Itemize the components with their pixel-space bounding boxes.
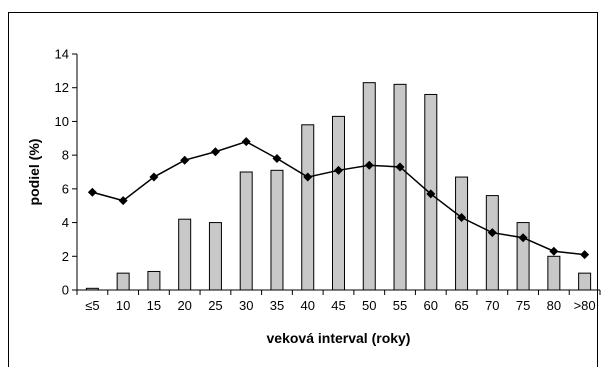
x-tick-label: 30	[239, 298, 253, 313]
bar	[393, 83, 407, 291]
line-point	[272, 154, 282, 164]
y-tick-label: 0	[62, 283, 69, 298]
bar	[301, 124, 315, 291]
line-point	[118, 196, 128, 206]
x-tick-label: ≤5	[85, 298, 99, 313]
x-axis-title: veková interval (roky)	[267, 330, 411, 346]
bar	[116, 272, 130, 291]
x-tick-label: 70	[485, 298, 499, 313]
bar	[208, 222, 222, 291]
y-tick-label: 6	[62, 181, 69, 196]
bar	[178, 218, 192, 291]
line-point	[364, 160, 374, 170]
y-tick-label: 4	[62, 215, 69, 230]
bar	[85, 287, 99, 291]
y-tick-label: 8	[62, 148, 69, 163]
x-tick-label: 35	[270, 298, 284, 313]
x-tick-label: 65	[454, 298, 468, 313]
line-point	[87, 187, 97, 197]
bar	[485, 195, 499, 291]
x-tick-label: 20	[177, 298, 191, 313]
bar	[516, 222, 530, 291]
line-point	[180, 155, 190, 165]
x-tick-label: 60	[424, 298, 438, 313]
x-tick-label: 25	[208, 298, 222, 313]
bar	[362, 82, 376, 291]
line-point	[457, 213, 467, 223]
line-point	[549, 246, 559, 256]
bar	[147, 270, 161, 291]
y-tick-label: 2	[62, 249, 69, 264]
line-point	[334, 165, 343, 175]
line-point	[303, 172, 313, 182]
x-tick-label: >80	[574, 298, 596, 313]
bar	[239, 171, 253, 291]
x-tick-label: 45	[331, 298, 345, 313]
y-tick-label: 12	[55, 80, 69, 95]
line-point	[210, 147, 220, 157]
line-point	[426, 189, 436, 199]
bar	[270, 169, 284, 291]
line-point	[518, 233, 528, 243]
line-point	[241, 137, 251, 147]
y-tick-label: 10	[55, 114, 69, 129]
bar	[332, 115, 345, 291]
chart-frame	[8, 12, 598, 367]
x-tick-label: 10	[116, 298, 130, 313]
x-tick-label: 75	[516, 298, 530, 313]
line-point	[487, 228, 497, 238]
y-axis-title: podiel (%)	[26, 139, 42, 206]
line-point	[395, 162, 405, 172]
x-tick-label: 80	[547, 298, 561, 313]
bar	[455, 176, 469, 291]
line-point	[149, 172, 159, 182]
x-tick-label: 55	[393, 298, 407, 313]
x-tick-label: 15	[147, 298, 161, 313]
y-tick-label: 14	[55, 47, 69, 62]
bar	[547, 255, 561, 291]
line-point	[580, 250, 590, 260]
bar	[578, 272, 592, 291]
x-tick-label: 50	[362, 298, 376, 313]
x-tick-label: 40	[301, 298, 315, 313]
